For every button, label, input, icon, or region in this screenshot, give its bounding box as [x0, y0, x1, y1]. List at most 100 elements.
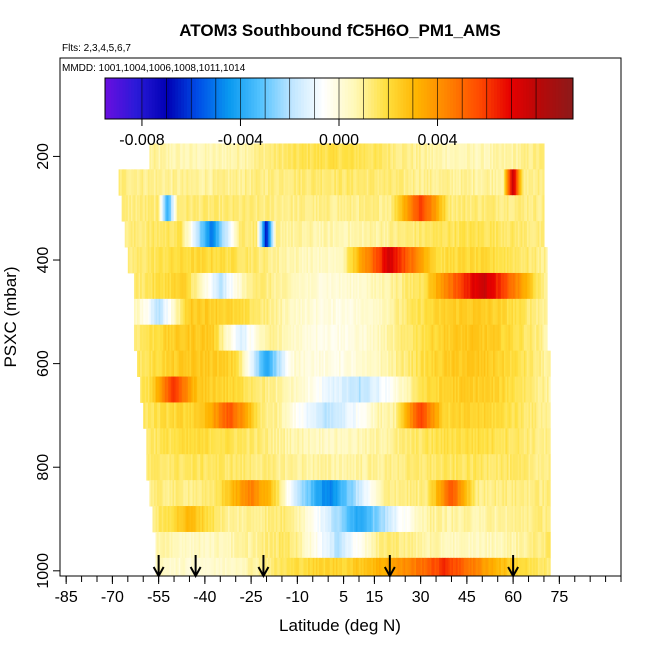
heatmap-cell: [479, 454, 482, 481]
heatmap-cell: [194, 454, 197, 481]
heatmap-cell: [388, 376, 391, 403]
heatmap-cell: [355, 143, 359, 170]
heatmap-cell: [394, 506, 397, 533]
heatmap-cell: [144, 324, 147, 352]
heatmap-cell: [343, 376, 346, 403]
heatmap-cell: [479, 376, 482, 403]
heatmap-cell: [496, 428, 499, 455]
heatmap-cell: [252, 324, 255, 352]
heatmap-cell: [255, 531, 258, 559]
heatmap-cell: [238, 143, 241, 170]
heatmap-cell: [271, 221, 274, 248]
heatmap-cell: [251, 221, 254, 248]
heatmap-cell: [295, 350, 298, 377]
heatmap-cell: [149, 195, 152, 222]
heatmap-cell: [526, 531, 530, 559]
heatmap-cell: [338, 480, 342, 507]
heatmap-cell: [150, 169, 154, 196]
heatmap-cell: [183, 350, 186, 377]
heatmap-cell: [223, 169, 226, 196]
heatmap-cell: [374, 376, 377, 403]
heatmap-cell: [234, 506, 237, 533]
heatmap-cell: [523, 402, 527, 429]
heatmap-cell: [160, 531, 163, 559]
heatmap-cell: [473, 350, 476, 377]
heatmap-cell: [237, 298, 240, 326]
heatmap-cell: [485, 506, 488, 533]
heatmap-cell: [434, 531, 437, 559]
heatmap-cell: [483, 376, 486, 403]
heatmap-cell: [200, 247, 203, 274]
heatmap-cell: [540, 402, 543, 429]
heatmap-cell: [348, 143, 351, 170]
heatmap-cell: [277, 376, 280, 403]
heatmap-cell: [332, 480, 335, 507]
heatmap-cell: [360, 531, 363, 559]
heatmap-cell: [154, 169, 157, 196]
heatmap-cell: [474, 143, 477, 170]
heatmap-cell: [220, 298, 223, 326]
heatmap-cell: [217, 350, 220, 377]
heatmap-cell: [442, 195, 445, 222]
heatmap-cell: [456, 324, 459, 352]
heatmap-cell: [261, 506, 265, 533]
heatmap-cell: [275, 272, 278, 300]
heatmap-cell: [460, 506, 463, 533]
heatmap-cell: [184, 143, 187, 170]
heatmap-cell: [318, 428, 322, 455]
heatmap-cell: [368, 143, 371, 170]
heatmap-cell: [226, 195, 229, 222]
heatmap-cell: [237, 143, 240, 170]
heatmap-cell: [194, 195, 197, 222]
heatmap-cell: [402, 557, 405, 576]
heatmap-cell: [257, 428, 260, 455]
heatmap-cell: [429, 350, 433, 377]
heatmap-cell: [241, 428, 244, 455]
heatmap-cell: [226, 298, 229, 326]
heatmap-cell: [254, 531, 257, 559]
heatmap-cell: [437, 480, 440, 507]
heatmap-cell: [268, 324, 271, 352]
heatmap-cell: [297, 272, 300, 300]
heatmap-cell: [328, 402, 331, 429]
heatmap-cell: [510, 454, 513, 481]
heatmap-cell: [486, 272, 490, 300]
heatmap-cell: [374, 143, 377, 170]
heatmap-cell: [130, 247, 134, 274]
heatmap-cell: [517, 247, 520, 274]
heatmap-cell: [446, 350, 449, 377]
heatmap-cell: [184, 428, 187, 455]
heatmap-cell: [486, 454, 490, 481]
heatmap-cell: [355, 247, 359, 274]
heatmap-cell: [161, 350, 164, 377]
heatmap-cell: [503, 402, 507, 429]
heatmap-cell: [170, 402, 174, 429]
heatmap-cell: [161, 272, 164, 300]
heatmap-cell: [154, 324, 157, 352]
heatmap-cell: [280, 143, 283, 170]
heatmap-cell: [453, 272, 456, 300]
colorbar-swatch: [292, 78, 296, 119]
heatmap-cell: [488, 557, 491, 576]
heatmap-cell: [311, 506, 314, 533]
heatmap-cell: [272, 376, 275, 403]
heatmap-cell: [150, 247, 154, 274]
heatmap-cell: [237, 195, 240, 222]
heatmap-cell: [301, 402, 305, 429]
heatmap-cell: [174, 531, 177, 559]
heatmap-cell: [132, 221, 135, 248]
heatmap-cell: [274, 402, 277, 429]
heatmap-cell: [215, 506, 218, 533]
heatmap-cell: [486, 402, 490, 429]
heatmap-cell: [377, 143, 380, 170]
heatmap-cell: [258, 454, 261, 481]
heatmap-cell: [516, 428, 519, 455]
heatmap-cell: [329, 531, 332, 559]
heatmap-cell: [191, 143, 194, 170]
heatmap-cell: [135, 195, 138, 222]
heatmap-cell: [409, 221, 412, 248]
heatmap-cell: [235, 557, 238, 576]
heatmap-cell: [351, 298, 354, 326]
heatmap-cell: [345, 298, 348, 326]
heatmap-cell: [375, 531, 379, 559]
